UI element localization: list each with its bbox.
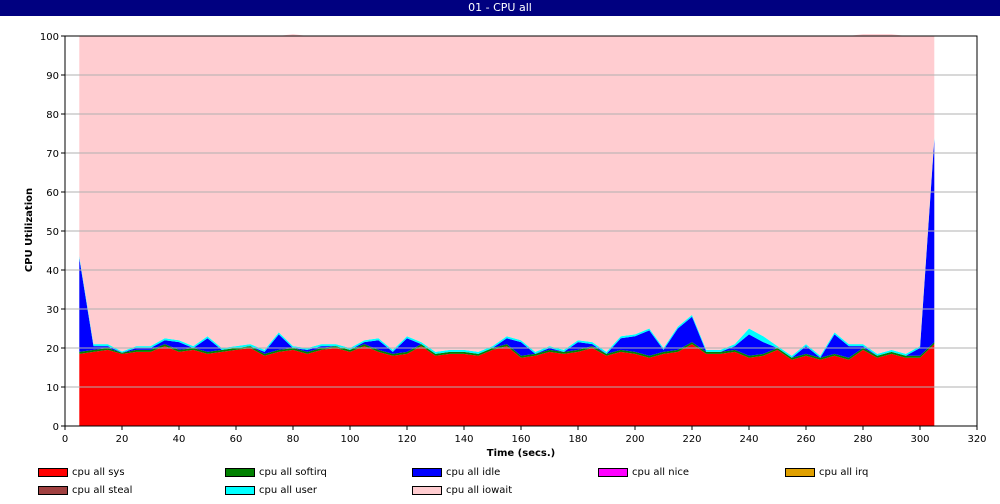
x-tick-label: 80 xyxy=(287,434,300,445)
x-tick-label: 60 xyxy=(230,434,243,445)
series-area-cpu-all-softirq xyxy=(79,342,935,360)
y-tick-label: 80 xyxy=(46,110,59,121)
legend-swatch xyxy=(785,467,815,477)
y-tick-label: 0 xyxy=(53,422,59,433)
legend-item-cpu-all-steal: cpu all steal xyxy=(38,484,132,498)
y-tick-label: 50 xyxy=(46,227,59,238)
legend-swatch xyxy=(38,467,68,477)
chart-title-bar: 01 - CPU all xyxy=(0,0,1000,16)
x-tick-label: 20 xyxy=(116,434,129,445)
x-tick-label: 100 xyxy=(340,434,359,445)
y-tick-label: 70 xyxy=(46,149,59,160)
y-tick-label: 20 xyxy=(46,344,59,355)
x-axis-ticks: 0 20 40 60 80 100 120 140 160 180 200 220 240 260 280 3… xyxy=(62,426,987,445)
legend-item-cpu-all-irq: cpu all irq xyxy=(785,466,868,480)
chart-legend: cpu all sys cpu all softirq cpu all idle cp… xyxy=(0,464,1000,504)
series-area-cpu-all-iowait xyxy=(79,34,935,356)
legend-swatch xyxy=(225,485,255,495)
x-tick-label: 140 xyxy=(454,434,473,445)
legend-label: cpu all steal xyxy=(72,485,133,496)
y-tick-label: 60 xyxy=(46,188,59,199)
x-tick-label: 200 xyxy=(625,434,644,445)
legend-label: cpu all nice xyxy=(632,467,689,478)
series-areas xyxy=(79,34,935,426)
legend-swatch xyxy=(38,485,68,495)
legend-item-cpu-all-user: cpu all user xyxy=(225,484,317,498)
x-tick-label: 160 xyxy=(511,434,530,445)
legend-label: cpu all irq xyxy=(819,467,869,478)
x-tick-label: 0 xyxy=(62,434,68,445)
grid-lines xyxy=(65,74,977,388)
legend-swatch xyxy=(598,467,628,477)
y-tick-label: 40 xyxy=(46,266,59,277)
y-tick-label: 30 xyxy=(46,305,59,316)
legend-item-cpu-all-iowait: cpu all iowait xyxy=(412,484,512,498)
legend-item-cpu-all-idle: cpu all idle xyxy=(412,466,500,480)
x-tick-label: 300 xyxy=(910,434,929,445)
legend-label: cpu all softirq xyxy=(259,467,327,478)
y-axis-ticks: 0 10 20 30 40 50 60 70 80 90 100 xyxy=(40,32,65,433)
x-tick-label: 280 xyxy=(853,434,872,445)
x-tick-label: 180 xyxy=(568,434,587,445)
legend-swatch xyxy=(225,467,255,477)
legend-label: cpu all sys xyxy=(72,467,125,478)
x-tick-label: 40 xyxy=(173,434,186,445)
x-axis-title: Time (secs.) xyxy=(487,448,556,459)
legend-item-cpu-all-sys: cpu all sys xyxy=(38,466,125,480)
cpu-area-chart: 0 20 40 60 80 100 120 140 160 180 200 220 240 260 280 3… xyxy=(24,32,987,459)
legend-swatch xyxy=(412,485,442,495)
x-tick-label: 260 xyxy=(796,434,815,445)
x-tick-label: 320 xyxy=(967,434,986,445)
legend-swatch xyxy=(412,467,442,477)
chart-title: 01 - CPU all xyxy=(468,1,532,14)
legend-label: cpu all iowait xyxy=(446,485,513,496)
legend-label: cpu all idle xyxy=(446,467,501,478)
legend-item-cpu-all-softirq: cpu all softirq xyxy=(225,466,327,480)
legend-label: cpu all user xyxy=(259,485,318,496)
y-tick-label: 100 xyxy=(40,32,59,43)
x-tick-label: 120 xyxy=(397,434,416,445)
x-tick-label: 240 xyxy=(739,434,758,445)
legend-item-cpu-all-nice: cpu all nice xyxy=(598,466,689,480)
series-area-cpu-all-sys xyxy=(79,344,935,426)
y-axis-title: CPU Utilization xyxy=(24,188,35,272)
x-tick-label: 220 xyxy=(682,434,701,445)
y-tick-label: 10 xyxy=(46,383,59,394)
y-tick-label: 90 xyxy=(46,71,59,82)
